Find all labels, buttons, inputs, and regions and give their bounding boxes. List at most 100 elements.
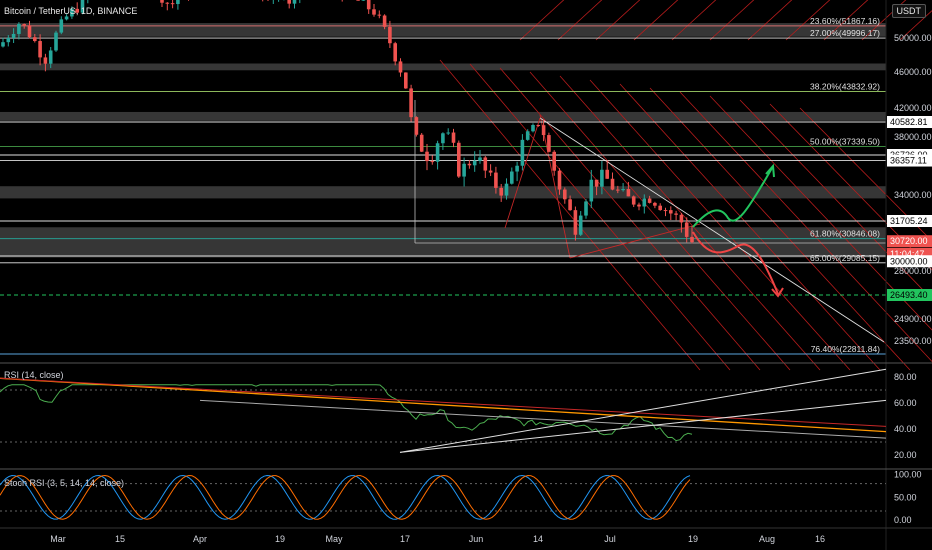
- fork-down-6: [619, 83, 881, 371]
- candle-body: [38, 41, 42, 58]
- stoch-d-line: [0, 474, 691, 520]
- candle-body: [398, 61, 403, 73]
- candle-body: [430, 161, 435, 163]
- rsi-tick: 40.00: [894, 424, 917, 434]
- fork-up-2: [595, 0, 641, 41]
- candle-body: [669, 210, 673, 214]
- candle-body: [462, 163, 466, 177]
- zone-3: [0, 186, 886, 199]
- fork-up-0: [519, 0, 565, 41]
- time-tick-label: Jun: [469, 534, 484, 544]
- candle-body: [573, 210, 578, 235]
- fork-down-0: [439, 59, 701, 371]
- price-tag-bg-4: [887, 235, 932, 248]
- candle-body: [520, 139, 525, 166]
- candle-body: [684, 222, 689, 237]
- stoch-rsi-pane: 100.00 50.00 0.00: [0, 470, 922, 525]
- projection-arrows: [692, 163, 784, 298]
- symbol-title[interactable]: Bitcoin / TetherUS, 1D, BINANCE: [4, 6, 138, 16]
- time-tick-label: 17: [400, 534, 410, 544]
- candle-body: [356, 0, 360, 1]
- candle-body: [372, 9, 376, 15]
- time-axis[interactable]: Mar 15 Apr 19 May 17 Jun 14 Jul 19 Aug 16: [50, 534, 825, 544]
- fork-down-4: [559, 75, 821, 371]
- candle-body: [472, 160, 477, 166]
- fork-up-4: [671, 0, 717, 41]
- fib-label-0: 23.60%(51867.16): [810, 16, 880, 26]
- candle-body: [366, 0, 371, 10]
- candle-body: [600, 169, 604, 187]
- fork-up-3: [633, 0, 679, 41]
- candle-body: [419, 134, 424, 152]
- candle-body: [409, 88, 413, 118]
- price-tick-label: 50000.00: [894, 33, 932, 43]
- rsi-trendline-orange: [0, 377, 887, 433]
- projection-down: [692, 231, 779, 295]
- candle-body: [451, 132, 456, 143]
- candle-body: [631, 196, 636, 205]
- candle-body: [22, 24, 26, 26]
- candle-body: [478, 157, 482, 161]
- candle-body: [536, 125, 541, 127]
- candle-body: [1, 42, 5, 47]
- candle-body: [658, 205, 662, 211]
- candle-body: [674, 213, 678, 215]
- candle-body: [435, 143, 440, 162]
- candle-body: [488, 170, 493, 173]
- stoch-title: Stoch RSI (3, 5, 14, 14, close): [4, 478, 124, 488]
- candle-body: [642, 198, 647, 207]
- trend-lines: [504, 117, 885, 343]
- time-tick-label: May: [325, 534, 343, 544]
- candle-body: [27, 25, 32, 38]
- rsi-support-line-2: [399, 399, 887, 453]
- price-tag-0: 40582.81: [890, 117, 928, 127]
- time-tick-label: Jul: [604, 534, 616, 544]
- candle-body: [165, 2, 170, 4]
- candle-body: [414, 117, 419, 135]
- candle-body: [510, 171, 514, 184]
- candle-body: [594, 179, 599, 187]
- fork-down-8: [679, 91, 932, 363]
- candle-body: [393, 43, 397, 62]
- zone-4: [0, 227, 886, 258]
- descending-trendline: [539, 117, 885, 343]
- projection-up-arrowhead: [765, 163, 775, 178]
- candle-body: [653, 202, 657, 206]
- candlestick-series: [1, 0, 694, 244]
- candle-body: [610, 178, 615, 190]
- candle-body: [80, 0, 85, 13]
- fork-up-7: [785, 0, 831, 41]
- time-tick-label: Aug: [759, 534, 775, 544]
- candle-body: [626, 189, 631, 197]
- price-tag-6: 30000.00: [890, 256, 928, 266]
- candle-body: [647, 198, 652, 203]
- candle-body: [70, 8, 74, 17]
- time-tick-label: 19: [275, 534, 285, 544]
- price-tick-label: 42000.00: [894, 103, 932, 113]
- price-tag-7: 26493.40: [890, 290, 928, 300]
- candle-body: [499, 187, 503, 196]
- currency-badge[interactable]: USDT: [891, 4, 926, 18]
- candle-body: [690, 236, 694, 243]
- candle-body: [563, 189, 567, 200]
- candle-body: [525, 131, 530, 140]
- fib-label-1: 27.00%(49996.17): [810, 28, 880, 38]
- candle-body: [48, 50, 53, 64]
- candle-body: [441, 133, 445, 144]
- candle-body: [382, 15, 387, 27]
- candle-body: [11, 33, 16, 38]
- price-tag-2: 36357.11: [890, 156, 927, 166]
- candle-body: [446, 132, 450, 134]
- price-tag-bg-3: [887, 215, 932, 227]
- candle-body: [568, 199, 572, 211]
- fib-label-5: 65.00%(29085.15): [810, 253, 880, 263]
- fork-pivot-a: [504, 117, 541, 229]
- time-tick-label: 16: [815, 534, 825, 544]
- stoch-k-line: [0, 474, 691, 520]
- candle-body: [552, 151, 556, 171]
- candle-body: [6, 37, 11, 43]
- fork-down-2: [499, 67, 761, 371]
- fork-handle: [539, 114, 571, 259]
- fib-label-4: 61.80%(30846.08): [810, 229, 880, 239]
